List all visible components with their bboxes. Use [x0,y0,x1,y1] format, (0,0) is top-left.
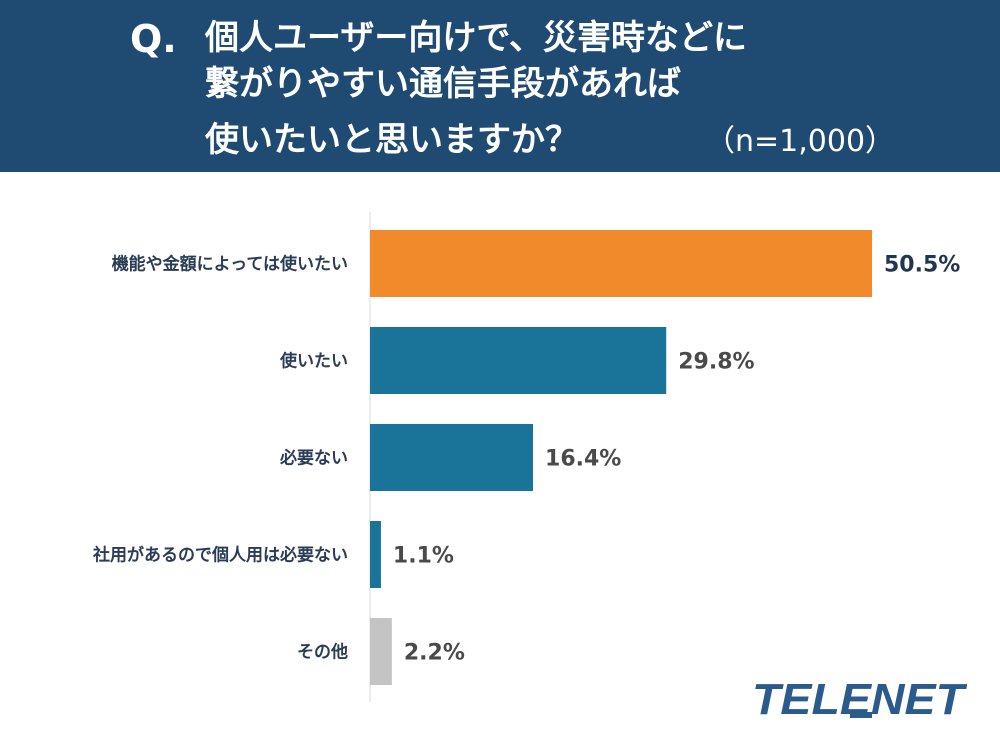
category-label-1: 使いたい [279,351,348,372]
bar-0 [370,230,872,297]
logo-underscore [850,712,872,718]
category-label-3: 社用があるので個人用は必要ない [92,545,348,566]
category-label-2: 必要ない [279,448,348,469]
value-label-4: 2.2% [404,641,465,666]
question-mark: Q. [130,17,177,61]
category-label-0: 機能や金額によっては使いたい [112,254,348,275]
question-line-3: 使いたいと思いますか？ [205,120,579,160]
value-label-2: 16.4% [545,447,621,472]
bar-group: 機能や金額によっては使いたい 50.5% 使いたい 29.8% 必要ない 16.4% 社用が… [92,230,960,685]
value-label-1: 29.8% [678,350,754,375]
bar-1 [370,327,667,394]
value-label-0: 50.5% [884,253,960,278]
telenet-logo: TELENET [752,675,967,722]
bar-3 [370,521,381,588]
value-label-3: 1.1% [393,544,454,569]
question-line-1: 個人ユーザー向けで、災害時などに [205,18,747,58]
sample-size: （n=1,000） [705,124,896,159]
bar-4 [370,618,392,685]
bar-chart: 機能や金額によっては使いたい 50.5% 使いたい 29.8% 必要ない 16.4% 社用が… [92,212,960,702]
question-line-2: 繋がりやすい通信手段があれば [205,64,681,104]
category-label-4: その他 [297,642,348,663]
question-header: Q. 個人ユーザー向けで、災害時などに 繋がりやすい通信手段があれば 使いたいと… [0,0,1000,172]
bar-2 [370,424,534,491]
